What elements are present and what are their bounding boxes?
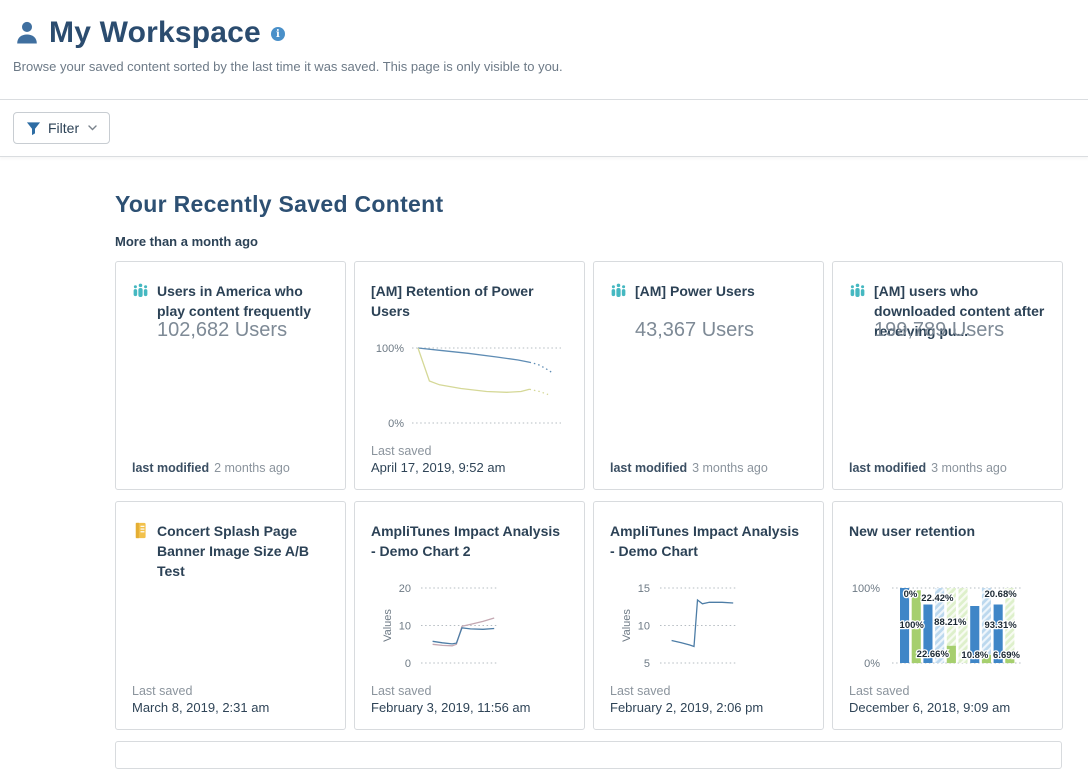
footer-value: February 3, 2019, 11:56 am [371,700,531,715]
card-head: Concert Splash Page Banner Image Size A/… [132,521,329,581]
title-row: My Workspace i [13,16,1088,50]
footer-value: 3 months ago [931,461,1007,475]
footer-value: December 6, 2018, 9:09 am [849,700,1011,715]
chevron-down-icon [88,125,97,131]
svg-text:100%: 100% [900,620,925,631]
filter-icon [26,121,41,135]
card-head: AmpliTunes Impact Analysis - Demo Chart [610,521,807,561]
card-head: Users in America who play content freque… [132,281,329,321]
main-content: Your Recently Saved Content More than a … [0,157,1088,769]
card-footer: Last saved March 8, 2019, 2:31 am [132,683,269,716]
content-card[interactable]: New user retention 100% 0% 0% 22.42% 20.68% 10… [832,501,1063,730]
footer-value: 2 months ago [214,461,290,475]
page-subtitle: Browse your saved content sorted by the … [13,59,563,74]
svg-text:20.68%: 20.68% [984,589,1017,600]
mini-chart: 100% 0% [376,343,561,430]
svg-text:88.21%: 88.21% [934,617,967,628]
filter-label: Filter [48,120,80,136]
card-head: New user retention [849,521,1046,541]
users-icon [849,282,866,299]
svg-text:100%: 100% [376,343,404,355]
footer-label: Last saved [371,444,432,458]
svg-text:20: 20 [399,583,411,595]
footer-label: last modified [849,461,927,475]
footer-label: last modified [610,461,688,475]
card-title: Users in America who play content freque… [157,283,312,319]
footer-label: last modified [132,461,210,475]
svg-text:0%: 0% [904,589,918,600]
card-grid: Users in America who play content freque… [115,261,1063,730]
svg-text:10.8%: 10.8% [961,650,988,661]
svg-text:10: 10 [638,621,650,633]
footer-value: March 8, 2019, 2:31 am [132,700,270,715]
footer-value: February 2, 2019, 2:06 pm [610,700,764,715]
card-footer: last modified 2 months ago [132,460,290,476]
svg-text:15: 15 [638,583,650,595]
svg-text:Values: Values [382,609,394,642]
card-footer: last modified 3 months ago [610,460,768,476]
card-title: Concert Splash Page Banner Image Size A/… [157,523,309,579]
content-card[interactable]: [AM] users who downloaded content after … [832,261,1063,490]
card-title: AmpliTunes Impact Analysis - Demo Chart … [371,523,561,559]
svg-text:6.69%: 6.69% [993,650,1020,661]
footer-value: 3 months ago [692,461,768,475]
svg-text:93.31%: 93.31% [984,620,1017,631]
filter-button[interactable]: Filter [13,112,111,144]
page-header: My Workspace i Browse your saved content… [0,0,1088,99]
svg-text:0%: 0% [388,418,404,430]
svg-text:Values: Values [621,609,633,642]
content-card[interactable]: Concert Splash Page Banner Image Size A/… [115,501,346,730]
notebook-icon [132,522,149,539]
card-title: [AM] users who downloaded content after … [874,283,1045,339]
card-footer: Last saved December 6, 2018, 9:09 am [849,683,1010,716]
time-group-label: More than a month ago [115,234,258,249]
card-footer: Last saved February 3, 2019, 11:56 am [371,683,530,716]
footer-label: Last saved [371,684,432,698]
card-head: [AM] Power Users [610,281,807,301]
users-icon [610,282,627,299]
users-icon [132,282,149,299]
filter-bar: Filter [0,99,1088,157]
content-card[interactable]: AmpliTunes Impact Analysis - Demo Chart 1… [593,501,824,730]
content-card[interactable]: [AM] Retention of Power Users 100% 0% Last … [354,261,585,490]
svg-text:0%: 0% [864,658,880,670]
card-title: [AM] Retention of Power Users [371,283,534,319]
footer-label: Last saved [610,684,671,698]
footer-label: Last saved [849,684,910,698]
page-title: My Workspace [49,16,261,49]
footer-label: Last saved [132,684,193,698]
svg-text:0: 0 [405,658,411,670]
card-head: [AM] users who downloaded content after … [849,281,1046,341]
next-row-stub[interactable] [115,741,1062,769]
card-title: [AM] Power Users [635,283,755,299]
svg-text:22.42%: 22.42% [921,593,954,604]
card-head: [AM] Retention of Power Users [371,281,568,321]
info-icon[interactable]: i [270,27,285,41]
card-footer: Last saved April 17, 2019, 9:52 am [371,443,505,476]
content-card[interactable]: AmpliTunes Impact Analysis - Demo Chart … [354,501,585,730]
card-metric: 43,367 Users [635,319,754,341]
card-footer: last modified 3 months ago [849,460,1007,476]
card-footer: Last saved February 2, 2019, 2:06 pm [610,683,763,716]
mini-chart: 20 10 0 Values [382,583,497,670]
content-card[interactable]: Users in America who play content freque… [115,261,346,490]
svg-text:22.66%: 22.66% [917,649,950,660]
svg-text:100%: 100% [852,583,880,595]
mini-chart: 15 10 5 Values [621,583,736,670]
card-title: New user retention [849,523,976,539]
person-icon [17,21,37,44]
footer-value: April 17, 2019, 9:52 am [371,460,506,475]
content-card[interactable]: [AM] Power Users 43,367 Users last modifie… [593,261,824,490]
svg-text:10: 10 [399,621,411,633]
content-heading: Your Recently Saved Content [115,191,444,217]
card-title: AmpliTunes Impact Analysis - Demo Chart [610,523,800,559]
mini-chart: 100%0%0% 22.42% 20.68%100% 88.21% 93.31%22.6… [852,583,1022,670]
svg-text:5: 5 [644,658,650,670]
card-metric: 199,789 Users [874,319,1005,341]
card-head: AmpliTunes Impact Analysis - Demo Chart … [371,521,568,561]
card-metric: 102,682 Users [157,319,288,341]
